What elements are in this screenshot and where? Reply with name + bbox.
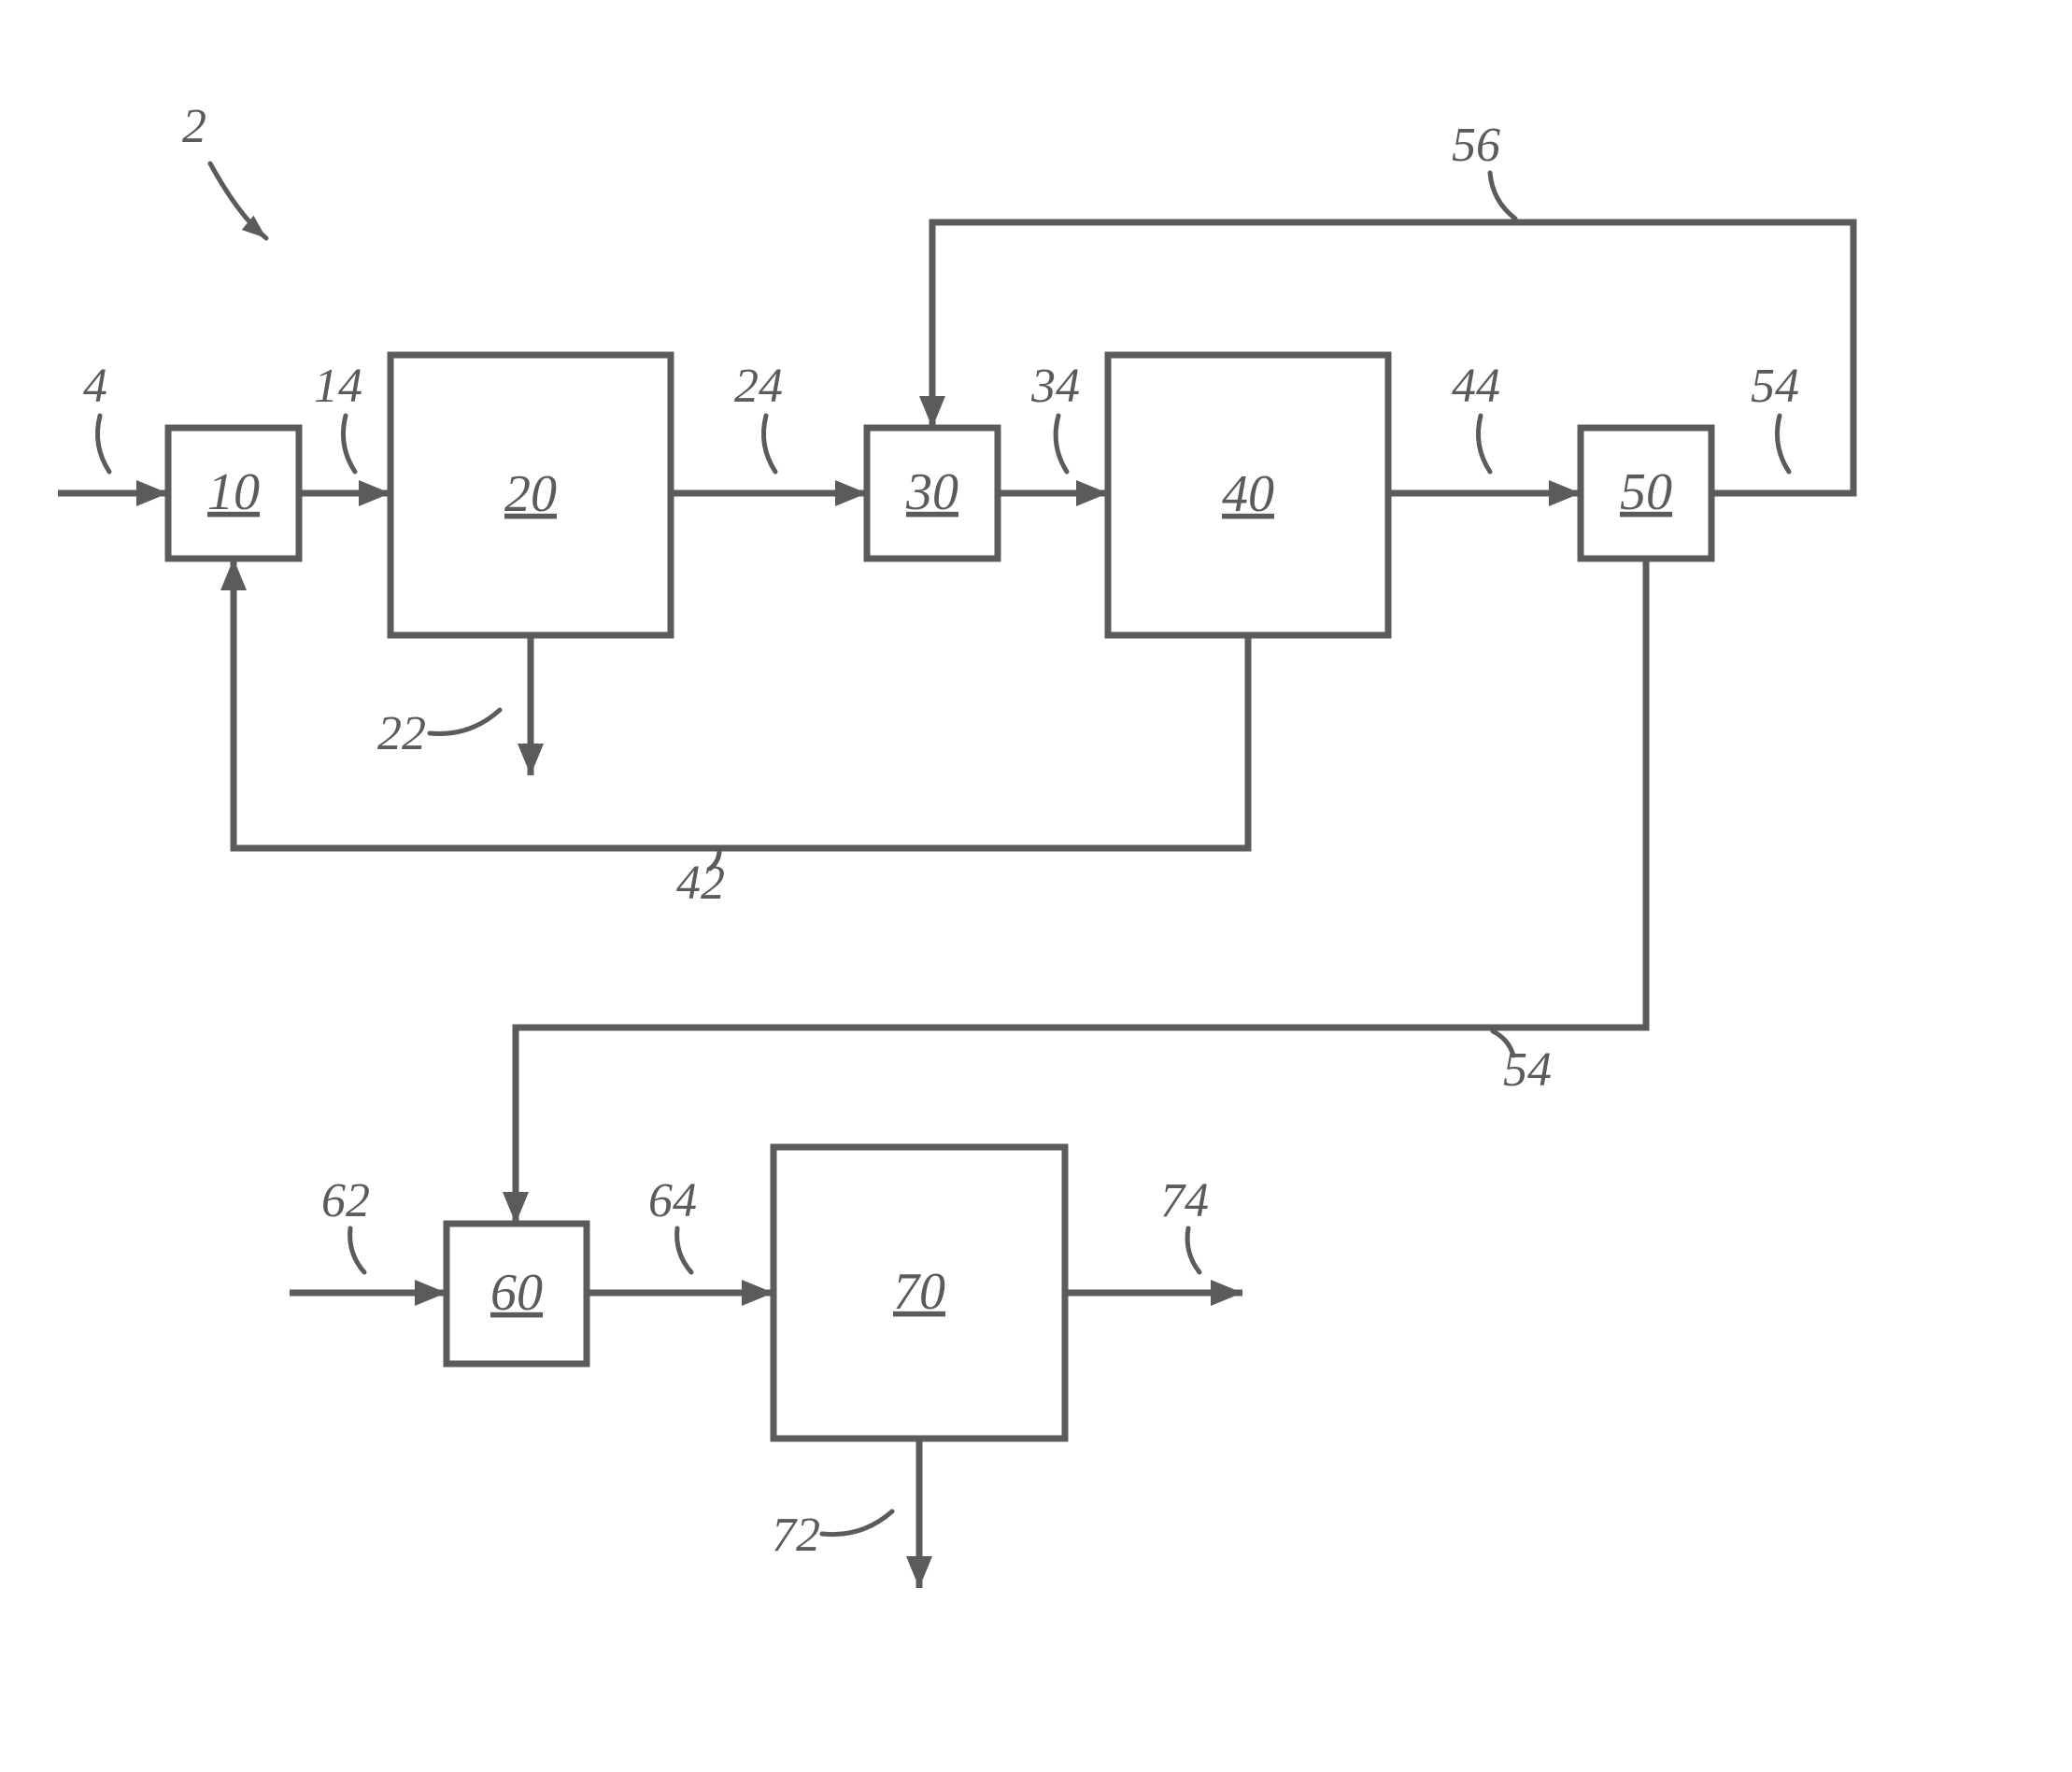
- block-label-40: 40: [1222, 465, 1274, 523]
- ref-label-42: 42: [676, 857, 725, 910]
- leader-4: [97, 416, 109, 472]
- block-label-20: 20: [504, 465, 557, 523]
- leader-54: [1777, 416, 1789, 472]
- block-label-50: 50: [1620, 463, 1672, 521]
- ref-label-54: 54: [1503, 1043, 1552, 1097]
- ref-label-56: 56: [1452, 119, 1500, 172]
- ref-label-4: 4: [83, 360, 107, 413]
- ref-label-64: 64: [648, 1174, 697, 1227]
- ref-label-54: 54: [1751, 360, 1799, 413]
- ref-label-72: 72: [772, 1509, 820, 1562]
- ref-label-14: 14: [314, 360, 362, 413]
- block-label-60: 60: [490, 1264, 543, 1322]
- connector: [932, 222, 1853, 493]
- leader-22: [430, 710, 500, 733]
- blocks-layer: 10 20 30 40 50 60 70: [168, 355, 1711, 1439]
- ref-label-24: 24: [734, 360, 783, 413]
- leader-56: [1490, 173, 1515, 219]
- ref-label-74: 74: [1160, 1174, 1209, 1227]
- leader-34: [1056, 416, 1067, 472]
- connector: [234, 559, 1248, 848]
- ref-label-34: 34: [1030, 360, 1080, 413]
- block-label-10: 10: [207, 463, 260, 521]
- leader-2: [210, 163, 266, 238]
- ref-label-22: 22: [377, 707, 426, 760]
- block-label-30: 30: [905, 463, 958, 521]
- leader-72: [822, 1511, 892, 1535]
- block-label-70: 70: [893, 1263, 945, 1321]
- leader-64: [677, 1228, 691, 1272]
- leader-14: [343, 416, 355, 472]
- leader-74: [1187, 1228, 1199, 1272]
- leader-24: [763, 416, 775, 472]
- ref-label-2: 2: [182, 100, 206, 153]
- leader-62: [350, 1228, 364, 1272]
- ref-label-62: 62: [321, 1174, 370, 1227]
- leader-44: [1478, 416, 1490, 472]
- ref-label-44: 44: [1452, 360, 1500, 413]
